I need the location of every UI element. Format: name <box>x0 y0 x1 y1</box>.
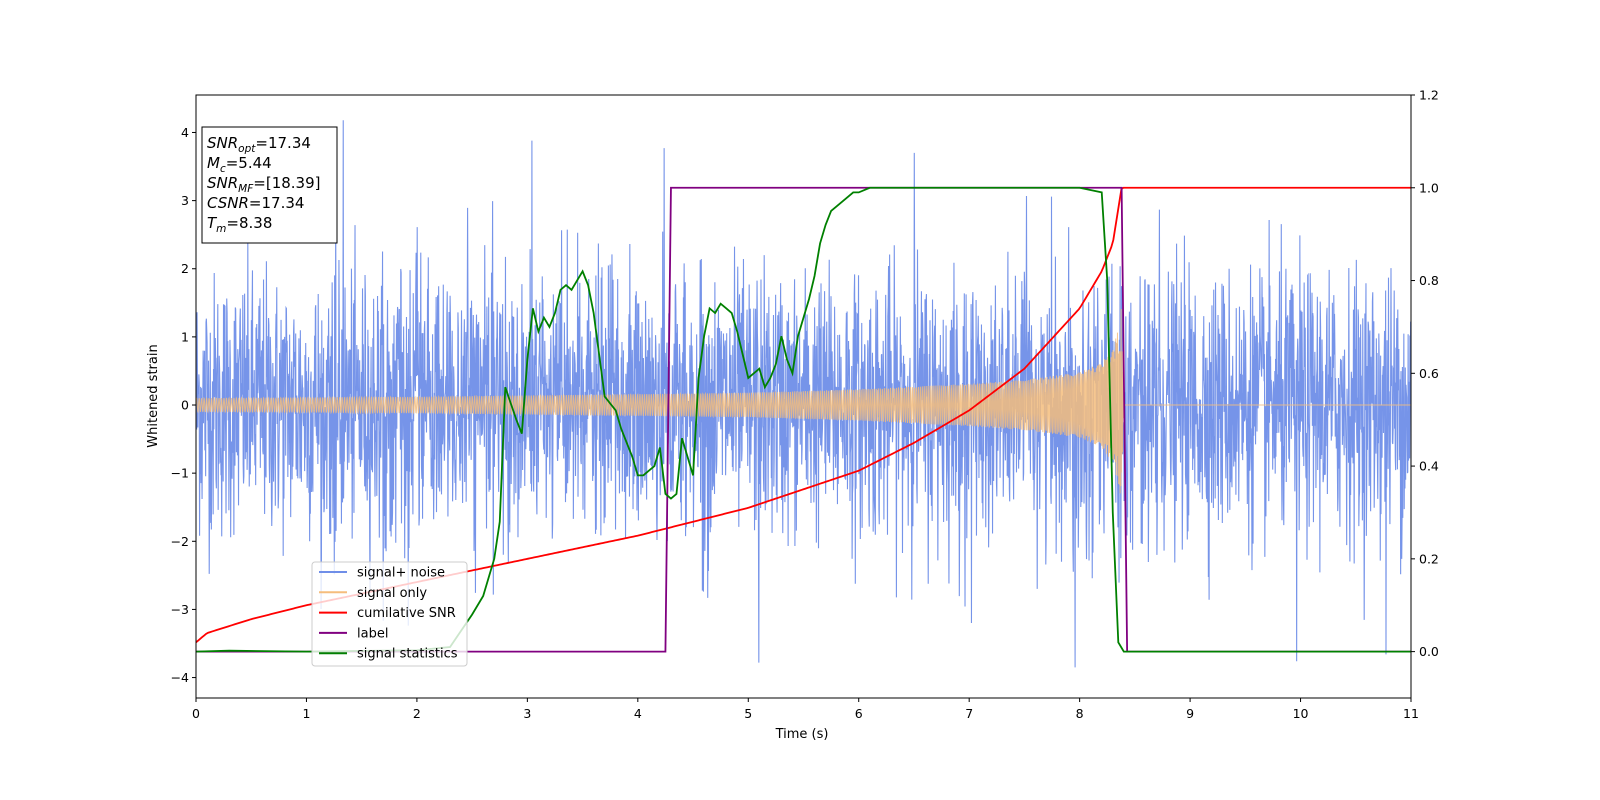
x-tick-label: 2 <box>413 706 421 721</box>
series-signal-only <box>196 308 1411 494</box>
y-left-tick-label: −4 <box>171 670 189 685</box>
annotation-frame <box>201 126 338 244</box>
y-right-tick-label: 0.0 <box>1419 644 1439 659</box>
series-signal-statistics <box>196 186 1411 653</box>
y-left-tick-label: 0 <box>181 398 189 413</box>
y-left-tick-label: −1 <box>171 466 189 481</box>
x-tick-label: 3 <box>523 706 531 721</box>
y-left-tick-label: 2 <box>181 261 189 276</box>
legend: signal+ noise signal only cumilative SNR la… <box>311 561 468 667</box>
y-right-tick-label: 0.2 <box>1419 551 1439 566</box>
annotation-box: SNRopt=17.34Mc=5.44SNRMF=[18.39]CSNR=17.… <box>201 126 338 244</box>
x-tick-label: 0 <box>192 706 200 721</box>
y-right-tick-label: 1.2 <box>1419 88 1439 103</box>
y-axis-label-left: Whitened strain <box>146 344 161 447</box>
y-axis-left: −4 −3 −2 −1 0 1 2 3 4 <box>171 125 196 685</box>
series-signal-noise <box>196 120 1411 668</box>
annotation-line: SNRMF=[18.39] <box>207 174 321 195</box>
x-tick-label: 7 <box>965 706 973 721</box>
x-tick-label: 6 <box>855 706 863 721</box>
legend-label: label <box>357 626 388 641</box>
legend-frame <box>311 561 468 667</box>
x-axis: 0 1 2 3 4 5 6 7 8 9 10 11 <box>192 698 1419 721</box>
y-right-tick-label: 0.8 <box>1419 273 1439 288</box>
annotation-line: CSNR=17.34 <box>207 194 304 212</box>
y-left-tick-label: 3 <box>181 193 189 208</box>
y-left-tick-label: −2 <box>171 534 189 549</box>
annotation-line: Mc=5.44 <box>207 154 272 175</box>
y-left-tick-label: 4 <box>181 125 189 140</box>
x-tick-label: 8 <box>1076 706 1084 721</box>
annotation-line: Tm=8.38 <box>207 214 272 235</box>
x-axis-label: Time (s) <box>775 727 829 742</box>
legend-label: signal statistics <box>357 647 458 662</box>
x-tick-label: 1 <box>302 706 310 721</box>
x-tick-label: 9 <box>1186 706 1194 721</box>
x-tick-label: 5 <box>744 706 752 721</box>
y-right-tick-label: 0.6 <box>1419 366 1439 381</box>
annotation-line: SNRopt=17.34 <box>207 134 311 155</box>
plot-frame <box>195 94 1412 699</box>
x-tick-label: 11 <box>1403 706 1419 721</box>
y-right-tick-label: 1.0 <box>1419 180 1439 195</box>
y-axis-right: 0.0 0.2 0.4 0.6 0.8 1.0 1.2 <box>1411 88 1439 659</box>
x-tick-label: 10 <box>1293 706 1309 721</box>
y-left-tick-label: −3 <box>171 602 189 617</box>
y-right-tick-label: 0.4 <box>1419 459 1439 474</box>
y-left-tick-label: 1 <box>181 329 189 344</box>
legend-label: cumilative SNR <box>357 606 456 621</box>
legend-label: signal+ noise <box>357 566 445 581</box>
legend-label: signal only <box>357 586 427 601</box>
x-tick-label: 4 <box>634 706 642 721</box>
